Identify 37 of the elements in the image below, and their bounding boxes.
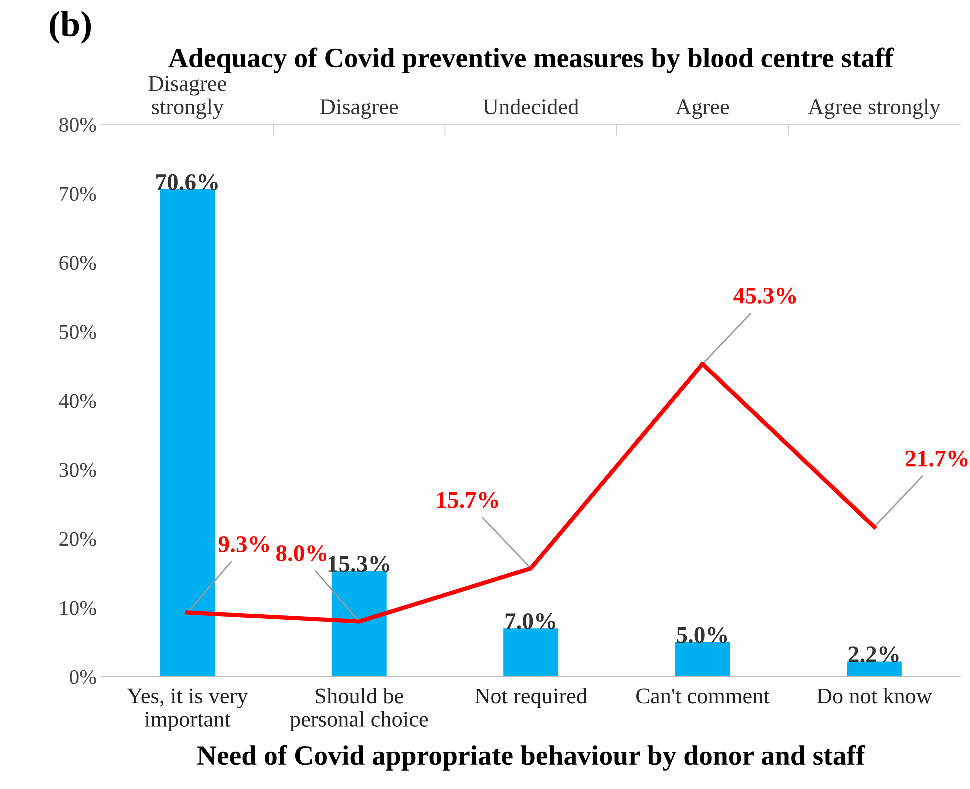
data-label: 15.7%	[437, 492, 498, 508]
y-tick-label: 40%	[59, 394, 96, 408]
text: Agree strongly	[808, 98, 941, 120]
y-tick-label: 0%	[70, 670, 96, 684]
text: Undecided	[483, 98, 579, 115]
data-label: 45.3%	[734, 288, 796, 304]
bar	[504, 628, 559, 677]
data-label: 21.7%	[906, 450, 968, 467]
text: Disagree strongly	[148, 76, 226, 120]
y-tick-label: 60%	[60, 256, 96, 270]
x-tick-label: Can't comment	[636, 688, 770, 704]
data-label: 9.3%	[218, 536, 270, 553]
chart-title: (b)	[50, 11, 92, 44]
y-tick-label: 70%	[60, 187, 96, 202]
text: Agree	[676, 100, 730, 120]
x-tick-label: Do not know	[817, 688, 932, 704]
y-tick-label: 80%	[60, 118, 96, 132]
data-label: 5.0%	[677, 627, 728, 644]
data-label: 8.0%	[276, 545, 327, 562]
data-label: 2.2%	[848, 646, 899, 663]
text: Disagree	[320, 100, 398, 120]
data-label: 70.6%	[156, 174, 218, 190]
data-label: 7.0%	[506, 613, 556, 630]
x-tick-label: Not required	[475, 688, 588, 708]
bar	[675, 642, 730, 677]
y-tick-label: 50%	[60, 325, 96, 340]
bar	[332, 571, 387, 677]
x-axis-title: Need of Covid appropriate behaviour by donor and staff	[197, 745, 866, 771]
x-tick-label: Yes, it is very important	[127, 688, 248, 732]
y-tick-label: 30%	[60, 463, 96, 478]
y-tick-label: 20%	[60, 532, 96, 546]
y-tick-label: 10%	[60, 601, 96, 616]
x2-axis-title: Adequacy of Covid preventive measures by blood centre staff	[168, 48, 894, 74]
data-label: 15.3%	[328, 556, 390, 572]
x-tick-label: Should be personal choice	[290, 688, 428, 732]
bar	[846, 662, 902, 677]
bar	[160, 190, 216, 677]
